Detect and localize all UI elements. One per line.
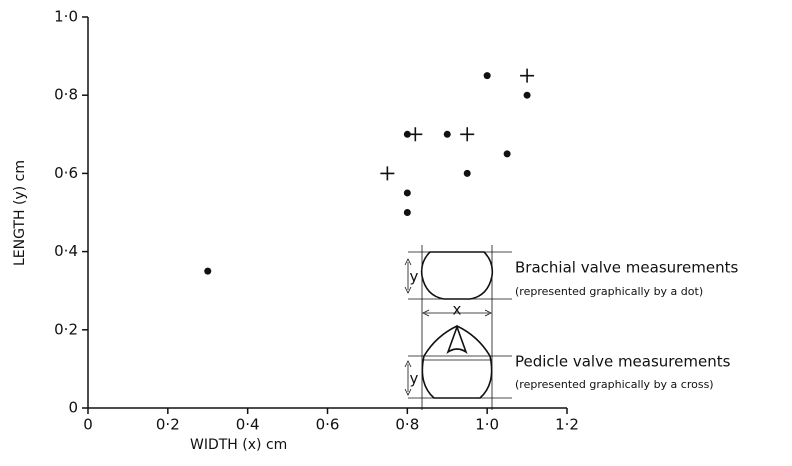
legend-note: (represented graphically by a cross) (515, 378, 714, 391)
dot (204, 267, 212, 275)
legend-note: (represented graphically by a dot) (515, 285, 703, 298)
cross (460, 127, 475, 142)
legend-label: Brachial valve measurements (515, 259, 738, 277)
x-tick-label: 1·2 (555, 416, 579, 434)
dot (503, 150, 511, 158)
dot (403, 130, 411, 138)
y-tick-label: 0·8 (54, 86, 78, 104)
x-axis-label: WIDTH (x) cm (190, 437, 287, 453)
y-axis-label: LENGTH (y) cm (12, 160, 28, 266)
legend-label: Pedicle valve measurements (515, 353, 731, 371)
dot (483, 72, 491, 80)
dot (403, 209, 411, 216)
cross (408, 127, 423, 142)
dot (443, 130, 451, 138)
x-tick-label: 0·2 (156, 416, 180, 434)
x-tick-label: 0·8 (395, 416, 419, 434)
y-tick-label: 1·0 (54, 8, 78, 26)
inset-label: y (410, 268, 419, 286)
x-tick-label: 0·4 (236, 416, 260, 434)
dot (523, 91, 531, 99)
dot (463, 169, 471, 177)
x-tick-label: 1·0 (475, 416, 499, 434)
y-tick-label: 0·2 (54, 320, 78, 338)
cross (380, 166, 395, 181)
y-tick-label: 0·4 (54, 242, 78, 260)
y-tick-label: 0 (68, 399, 78, 417)
inset-label: x (453, 301, 462, 319)
y-tick-label: 0·6 (54, 164, 78, 182)
x-tick-label: 0 (83, 416, 93, 434)
x-tick-label: 0·6 (316, 416, 340, 434)
inset-label: y (410, 370, 419, 388)
inset-diagram (404, 245, 512, 410)
cross (520, 68, 535, 83)
dot (403, 189, 411, 197)
